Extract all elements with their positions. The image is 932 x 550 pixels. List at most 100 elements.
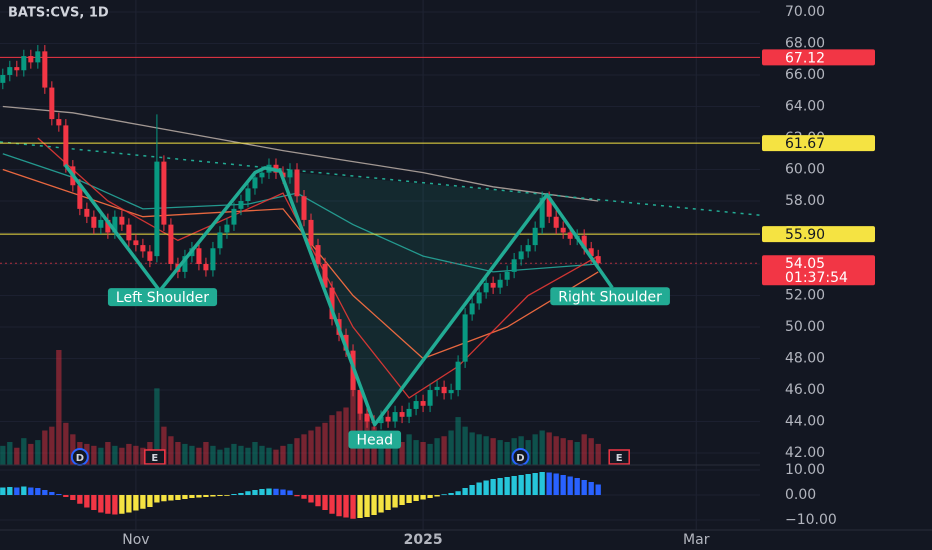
macd-bar (189, 495, 195, 498)
macd-bar (14, 487, 20, 495)
macd-bar (546, 472, 552, 495)
volume-bar (462, 426, 468, 465)
volume-bar (434, 438, 440, 465)
macd-bar (483, 480, 489, 495)
volume-bar (14, 447, 20, 465)
macd-bar (231, 494, 237, 495)
volume-bar (595, 443, 601, 465)
macd-bar (154, 495, 160, 503)
volume-bar (574, 442, 580, 465)
y-tick-label: 44.00 (785, 414, 825, 430)
macd-tick-label: 0.00 (785, 487, 816, 503)
volume-bar (56, 350, 62, 465)
macd-bar (497, 478, 503, 495)
candle-body (546, 197, 552, 217)
macd-bar (7, 487, 13, 495)
y-tick-label: 66.00 (785, 67, 825, 83)
candle-body (329, 287, 335, 320)
macd-bar (203, 495, 209, 497)
candle-body (245, 188, 251, 201)
candle-body (7, 67, 13, 75)
macd-bar (434, 495, 440, 497)
volume-bar (420, 442, 426, 465)
macd-bar (532, 473, 538, 495)
macd-bar (259, 489, 265, 495)
volume-bar (294, 438, 300, 465)
volume-bar (546, 432, 552, 465)
volume-bar (308, 430, 314, 465)
candle-body (231, 208, 237, 225)
candle-body (259, 172, 265, 178)
x-tick-label: Nov (122, 532, 149, 548)
price-axis: 42.0044.0046.0048.0050.0052.0054.0056.00… (122, 4, 875, 548)
macd-bar (105, 495, 111, 514)
macd-bar (595, 484, 601, 495)
volume-bar (28, 443, 34, 465)
macd-bar (98, 495, 104, 513)
macd-bar (553, 473, 559, 495)
candle-body (224, 224, 230, 233)
macd-bar (217, 495, 223, 496)
y-tick-label: 46.00 (785, 382, 825, 398)
volume-bar (385, 436, 391, 465)
macd-bar (280, 489, 286, 495)
price-badge-label: 54.05 (785, 256, 825, 272)
macd-bar (329, 495, 335, 514)
event-label: D (516, 453, 524, 464)
macd-bar (28, 487, 34, 495)
macd-bar (91, 495, 97, 510)
macd-bar (364, 495, 370, 517)
candle-body (105, 219, 111, 233)
symbol-title: BATS:CVS, 1D (8, 6, 109, 21)
volume-bar (259, 445, 265, 465)
candle-body (217, 232, 223, 249)
annotation-box (107, 288, 218, 307)
event-marker (144, 449, 166, 465)
volume-bar (273, 449, 279, 465)
annotation-box (550, 287, 670, 306)
candle-body (119, 216, 125, 225)
volume-bar (217, 449, 223, 465)
volume-bar (497, 440, 503, 465)
volume-bar (413, 440, 419, 465)
volume-bar (280, 445, 286, 465)
macd-bar (119, 495, 125, 514)
macd-bar (378, 495, 384, 513)
macd-bar (343, 495, 349, 518)
volume-bar (329, 415, 335, 465)
volume-bar (427, 443, 433, 465)
macd-bar (315, 495, 321, 507)
candle-body (28, 56, 34, 63)
candle-body (427, 390, 433, 406)
macd-bar (126, 495, 132, 513)
candle-body (63, 125, 69, 167)
candle-body (308, 219, 314, 246)
volume-bar (399, 442, 405, 465)
candle-body (385, 416, 391, 422)
moving-average (37, 137, 599, 399)
candle-body (294, 169, 300, 197)
volume-bar (231, 443, 237, 465)
volume-bar (483, 436, 489, 465)
macd-bar (427, 495, 433, 498)
volume-bar (287, 443, 293, 465)
event-marker (608, 449, 630, 465)
annotation-label: Left Shoulder (116, 290, 209, 306)
macd-bar (371, 495, 377, 515)
candle-body (35, 51, 41, 63)
volume-bar (581, 434, 587, 465)
candle-body (14, 67, 20, 71)
volume-bar (560, 438, 566, 465)
macd-bar (476, 482, 482, 495)
volume-bar (588, 438, 594, 465)
macd-bar (77, 495, 83, 504)
macd-bar (161, 495, 167, 502)
candle-body (196, 248, 202, 265)
candle-body (532, 227, 538, 246)
macd-bar (588, 482, 594, 495)
volume-bar (91, 445, 97, 465)
volume-bar (203, 442, 209, 465)
event-label: E (616, 453, 623, 464)
volume-bar (224, 447, 230, 465)
